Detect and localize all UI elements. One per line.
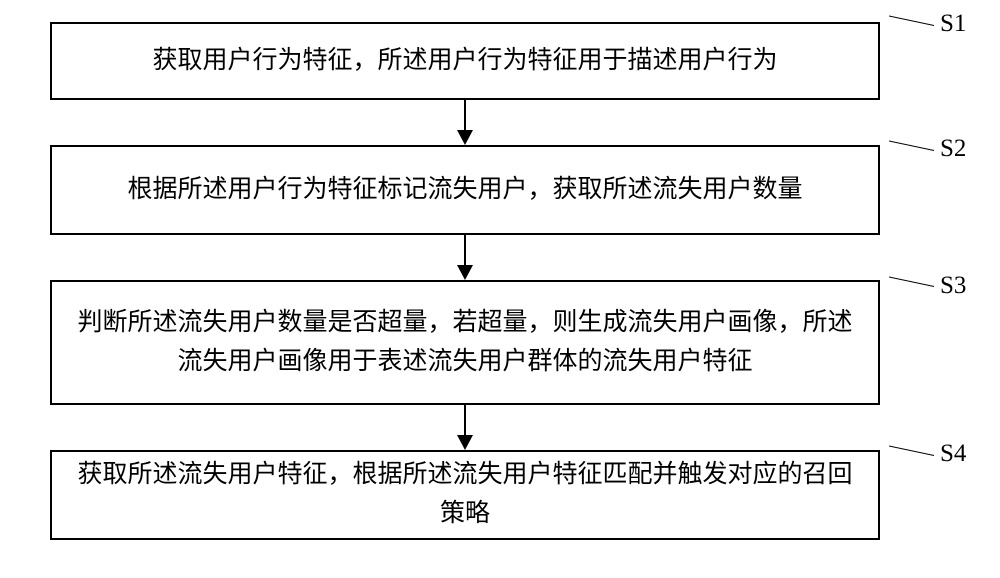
- leader-line-s4: [889, 445, 934, 456]
- leader-line-s1: [889, 15, 934, 26]
- flow-step-s2-text: 根据所述用户行为特征标记流失用户，获取所述流失用户数量: [70, 171, 860, 210]
- flow-step-s1: 获取用户行为特征，所述用户行为特征用于描述用户行为: [50, 22, 880, 100]
- flow-step-s1-text: 获取用户行为特征，所述用户行为特征用于描述用户行为: [70, 42, 860, 81]
- flow-step-s3-text: 判断所述流失用户数量是否超量，若超量，则生成流失用户画像，所述流失用户画像用于表…: [70, 304, 860, 382]
- flow-step-s2: 根据所述用户行为特征标记流失用户，获取所述流失用户数量: [50, 145, 880, 235]
- arrow-line-icon: [464, 100, 466, 130]
- arrow-line-icon: [464, 235, 466, 265]
- flow-step-s4-text: 获取所述流失用户特征，根据所述流失用户特征匹配并触发对应的召回策略: [70, 456, 860, 534]
- flow-step-s4: 获取所述流失用户特征，根据所述流失用户特征匹配并触发对应的召回策略: [50, 450, 880, 540]
- arrow-head-icon: [457, 265, 473, 280]
- flow-step-s1-label: S1: [940, 10, 966, 38]
- flowchart-canvas: 获取用户行为特征，所述用户行为特征用于描述用户行为 S1 根据所述用户行为特征标…: [0, 0, 1000, 578]
- leader-line-s2: [889, 140, 934, 151]
- leader-line-s3: [889, 276, 934, 287]
- arrow-head-icon: [457, 435, 473, 450]
- arrow-head-icon: [457, 130, 473, 145]
- flow-step-s3: 判断所述流失用户数量是否超量，若超量，则生成流失用户画像，所述流失用户画像用于表…: [50, 280, 880, 405]
- arrow-line-icon: [464, 405, 466, 435]
- flow-step-s4-label: S4: [940, 440, 966, 468]
- flow-step-s2-label: S2: [940, 135, 966, 163]
- flow-step-s3-label: S3: [940, 272, 966, 300]
